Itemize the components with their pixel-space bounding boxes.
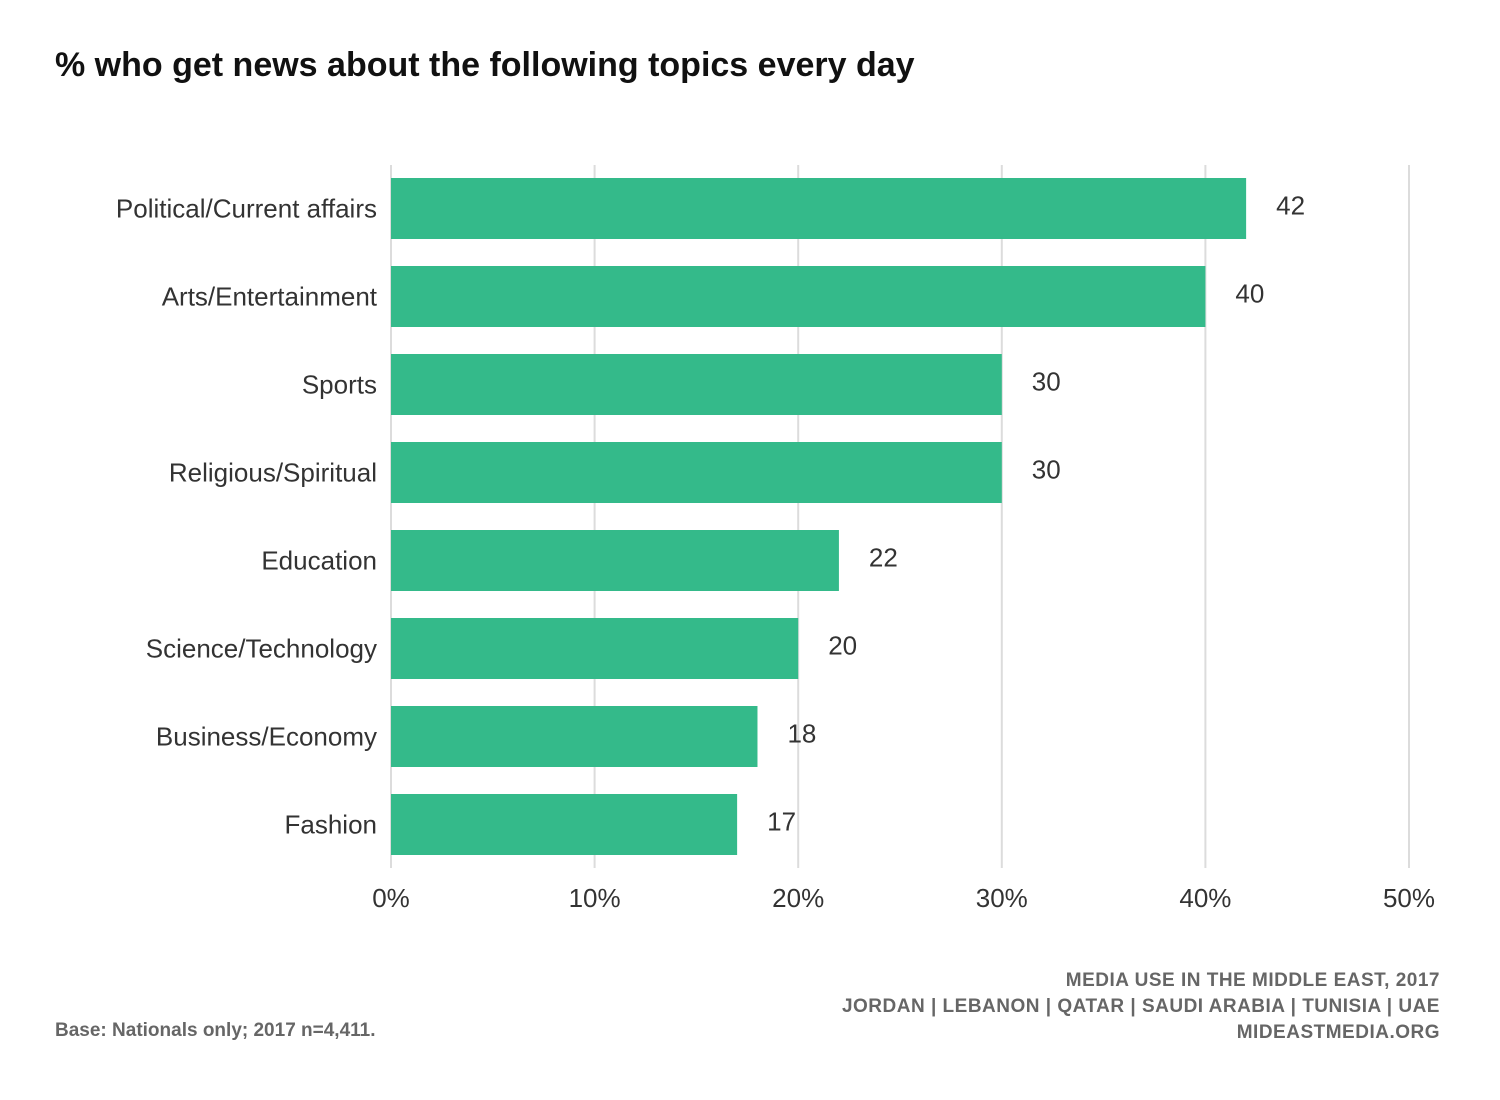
base-note: Base: Nationals only; 2017 n=4,411. xyxy=(55,1020,376,1041)
bar xyxy=(391,266,1206,327)
x-tick-label: 20% xyxy=(772,883,824,913)
category-label: Business/Economy xyxy=(156,722,377,752)
x-tick-label: 0% xyxy=(372,883,410,913)
category-label: Religious/Spiritual xyxy=(169,458,377,488)
data-label: 30 xyxy=(1032,367,1061,397)
bar xyxy=(391,794,738,855)
data-label: 40 xyxy=(1235,279,1264,309)
footer-line-3: MIDEASTMEDIA.ORG xyxy=(1236,1022,1440,1043)
category-label: Science/Technology xyxy=(146,634,377,664)
data-label: 18 xyxy=(787,719,816,749)
chart-title: % who get news about the following topic… xyxy=(55,46,915,84)
x-tick-label: 40% xyxy=(1179,883,1231,913)
bar xyxy=(391,618,799,679)
x-tick-label: 50% xyxy=(1383,883,1435,913)
data-label: 30 xyxy=(1032,455,1061,485)
data-label: 22 xyxy=(869,543,898,573)
bar xyxy=(391,442,1002,503)
data-label: 20 xyxy=(828,631,857,661)
footer-line-2: JORDAN | LEBANON | QATAR | SAUDI ARABIA … xyxy=(841,996,1440,1017)
data-label: 17 xyxy=(767,807,796,837)
category-label: Education xyxy=(261,546,377,576)
bar xyxy=(391,354,1002,415)
x-tick-label: 30% xyxy=(976,883,1028,913)
category-label: Arts/Entertainment xyxy=(162,282,378,312)
category-label: Sports xyxy=(302,370,377,400)
category-label: Political/Current affairs xyxy=(116,194,377,224)
data-label: 42 xyxy=(1276,191,1305,221)
x-tick-label: 10% xyxy=(569,883,621,913)
bar xyxy=(391,178,1247,239)
footer-line-1: MEDIA USE IN THE MIDDLE EAST, 2017 xyxy=(1065,970,1440,991)
bar xyxy=(391,530,839,591)
source-footer: MEDIA USE IN THE MIDDLE EAST, 2017 JORDA… xyxy=(842,968,1440,1046)
category-label: Fashion xyxy=(285,810,378,840)
bar xyxy=(391,706,758,767)
